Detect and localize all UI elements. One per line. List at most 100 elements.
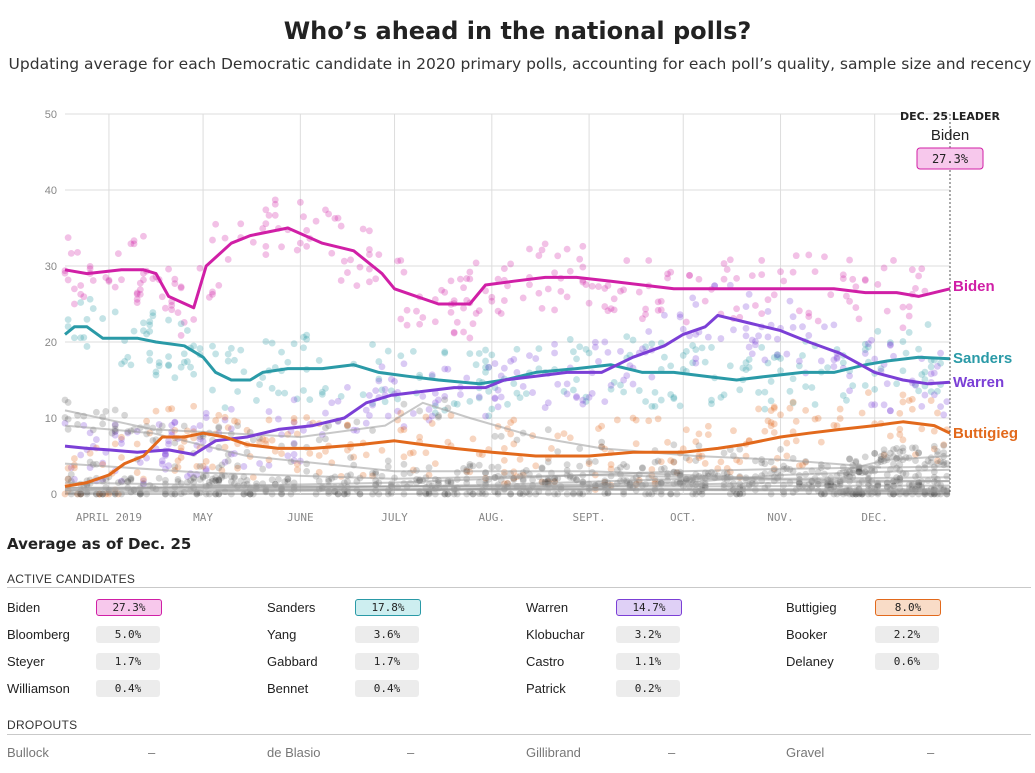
- poll-dot: [661, 353, 668, 361]
- poll-dot: [494, 307, 502, 315]
- poll-dot: [243, 426, 251, 434]
- poll-dot: [579, 278, 587, 286]
- poll-dot: [695, 442, 703, 450]
- poll-dot: [548, 445, 555, 452]
- x-tick-label: AUG.: [479, 511, 506, 524]
- poll-dot: [165, 440, 172, 448]
- poll-dot: [585, 458, 593, 466]
- poll-dot: [243, 448, 251, 456]
- poll-dot: [742, 332, 750, 340]
- poll-dot: [234, 422, 242, 430]
- candidate-name-gabbard: Gabbard: [267, 654, 318, 669]
- poll-dot: [209, 342, 216, 350]
- poll-dot: [180, 358, 188, 366]
- poll-dot: [158, 422, 166, 430]
- poll-dot: [281, 389, 289, 397]
- poll-dot: [114, 250, 122, 258]
- poll-dot: [491, 395, 499, 403]
- poll-dot: [886, 432, 894, 440]
- poll-dot: [337, 392, 345, 400]
- poll-dot: [934, 447, 941, 455]
- poll-dot: [692, 438, 700, 445]
- poll-dot: [767, 378, 775, 385]
- poll-dot: [861, 350, 869, 357]
- poll-dot: [494, 275, 502, 283]
- poll-dot: [475, 478, 483, 486]
- poll-dot: [676, 311, 684, 319]
- poll-dot: [394, 407, 402, 415]
- poll-dot: [736, 445, 744, 453]
- poll-dot: [579, 490, 587, 498]
- poll-dot: [930, 391, 938, 399]
- poll-dot: [610, 378, 618, 386]
- poll-dot: [99, 315, 107, 322]
- poll-dot: [497, 310, 505, 317]
- poll-dot: [344, 490, 351, 498]
- poll-dot: [745, 364, 753, 371]
- poll-dot: [425, 489, 433, 497]
- poll-dot: [111, 308, 119, 316]
- poll-dot: [61, 396, 69, 404]
- poll-dot: [397, 352, 405, 360]
- poll-dot: [563, 490, 571, 498]
- poll-dot: [886, 341, 894, 349]
- poll-dot: [908, 395, 916, 403]
- poll-dot: [278, 450, 285, 457]
- poll-dot: [764, 359, 772, 367]
- poll-dot: [918, 265, 926, 273]
- poll-dot: [133, 290, 141, 298]
- poll-dot: [337, 277, 345, 284]
- x-tick-label: JULY: [381, 511, 408, 524]
- poll-dot: [366, 265, 373, 273]
- poll-dot: [604, 348, 612, 356]
- poll-dot: [582, 398, 590, 405]
- poll-dot: [460, 464, 467, 472]
- poll-dot: [723, 266, 731, 273]
- poll-dot: [529, 389, 537, 396]
- poll-dot: [378, 386, 386, 394]
- poll-dot: [475, 490, 483, 498]
- poll-dot: [224, 457, 232, 465]
- poll-dot: [158, 460, 166, 468]
- poll-dot: [328, 249, 336, 257]
- poll-dot: [475, 393, 483, 401]
- poll-dot: [930, 427, 938, 435]
- poll-dot: [315, 357, 323, 364]
- poll-dot: [934, 409, 941, 417]
- poll-dot: [234, 462, 242, 470]
- poll-dot: [934, 460, 941, 467]
- poll-dot: [256, 434, 263, 442]
- poll-dot: [378, 363, 386, 371]
- poll-dot: [196, 476, 204, 483]
- poll-dot: [767, 397, 775, 405]
- poll-dot: [231, 473, 238, 480]
- poll-dot: [651, 388, 659, 396]
- poll-dot: [927, 363, 935, 371]
- poll-dot: [770, 429, 778, 436]
- poll-dot: [444, 490, 452, 498]
- candidate-name-buttigieg: Buttigieg: [786, 600, 837, 615]
- poll-dot: [893, 445, 901, 452]
- poll-dot: [861, 382, 869, 389]
- poll-dot: [657, 306, 665, 314]
- leader-name: Biden: [931, 127, 969, 144]
- poll-dot: [303, 227, 311, 234]
- poll-dot: [89, 277, 97, 284]
- poll-dot: [783, 350, 791, 358]
- poll-dot: [303, 331, 311, 339]
- poll-dot: [648, 340, 656, 348]
- poll-dot: [212, 220, 220, 228]
- poll-dot: [551, 490, 558, 498]
- poll-dot: [482, 412, 489, 420]
- poll-dot: [180, 422, 188, 430]
- candidate-name-patrick: Patrick: [526, 681, 566, 696]
- poll-dot: [199, 474, 207, 481]
- poll-dot: [215, 423, 223, 431]
- candidate-average-klobuchar: 3.2%: [616, 626, 680, 643]
- poll-dot: [642, 310, 649, 318]
- poll-dot: [504, 282, 511, 290]
- poll-dot: [482, 368, 489, 376]
- poll-dot: [849, 382, 857, 390]
- poll-dot: [108, 429, 116, 437]
- poll-dot: [758, 344, 766, 351]
